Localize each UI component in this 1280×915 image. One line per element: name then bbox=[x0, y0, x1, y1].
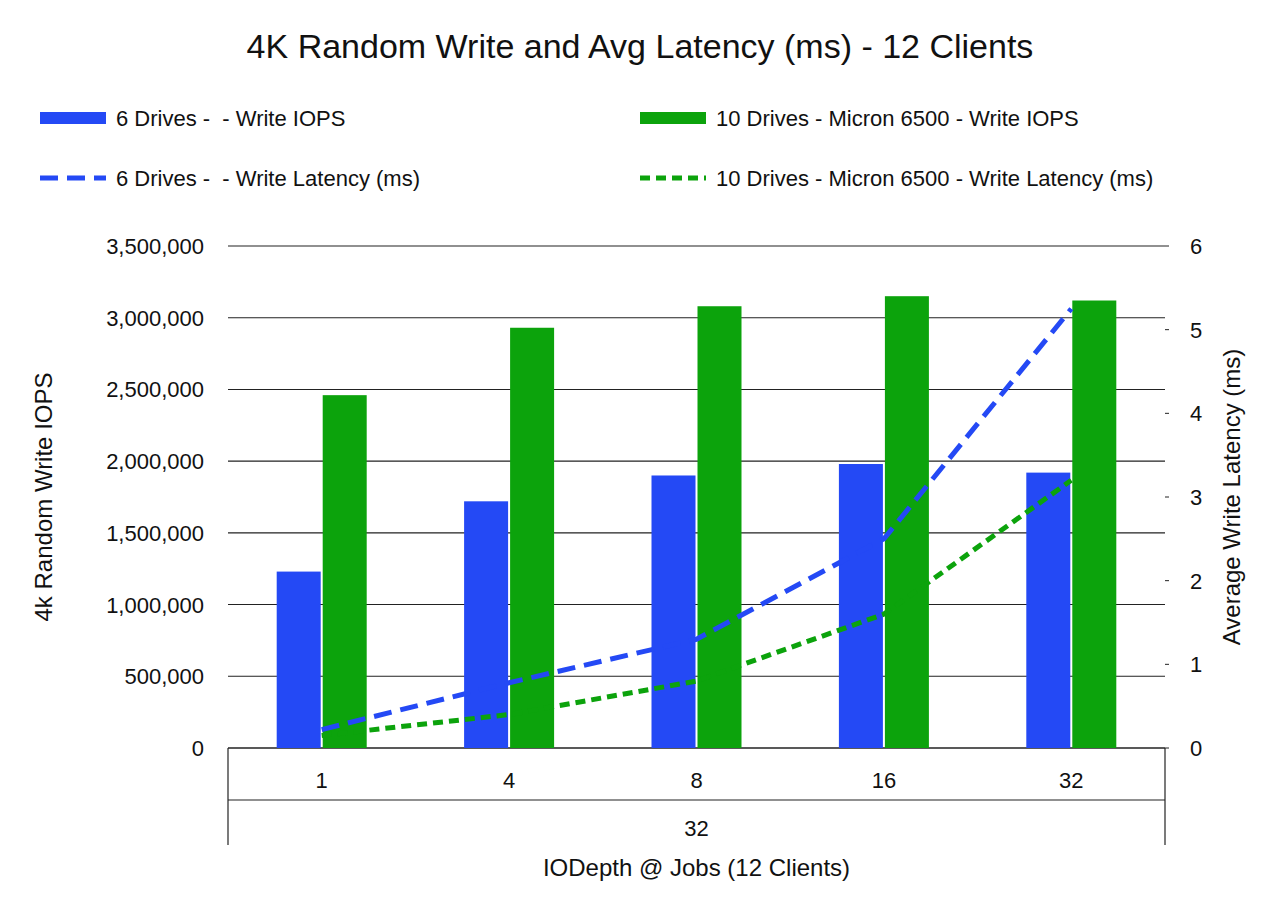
y2-tick bbox=[1165, 246, 1169, 247]
line bbox=[322, 480, 1072, 735]
x-axis-title: IODepth @ Jobs (12 Clients) bbox=[543, 854, 850, 881]
y2-tick bbox=[1165, 413, 1169, 414]
grid-line bbox=[228, 747, 1165, 749]
y-tick-label: 2,500,000 bbox=[106, 377, 204, 402]
y-tick-label: 3,000,000 bbox=[106, 306, 204, 331]
line bbox=[322, 309, 1072, 730]
legend-swatch bbox=[40, 176, 106, 181]
grid-line bbox=[228, 245, 1165, 246]
legend: 6 Drives - - Write IOPS 10 Drives - Micro… bbox=[40, 106, 1153, 191]
bar bbox=[698, 306, 742, 748]
category-frame bbox=[227, 748, 228, 845]
chart: 4K Random Write and Avg Latency (ms) - 1… bbox=[0, 0, 1280, 915]
grid-line bbox=[228, 604, 1165, 605]
y-tick-label: 0 bbox=[192, 736, 204, 761]
bar bbox=[464, 501, 508, 748]
y2-tick-label: 5 bbox=[1190, 318, 1202, 343]
grid-line bbox=[228, 389, 1165, 390]
x-tick-label: 32 bbox=[1059, 768, 1083, 793]
grid-line bbox=[228, 676, 1165, 677]
legend-label: 6 Drives - - Write Latency (ms) bbox=[116, 166, 420, 191]
y-tick-label: 1,500,000 bbox=[106, 521, 204, 546]
y2-tick-label: 4 bbox=[1190, 401, 1202, 426]
bar bbox=[1026, 473, 1070, 748]
y-tick-label: 1,000,000 bbox=[106, 593, 204, 618]
x-tick-label: 16 bbox=[872, 768, 896, 793]
bar bbox=[323, 395, 367, 748]
legend-label: 6 Drives - - Write IOPS bbox=[116, 106, 345, 131]
grid-line bbox=[228, 532, 1165, 533]
axes: 0 500,000 1,000,000 1,500,000 2,000,000 2,500… bbox=[106, 234, 1202, 845]
legend-swatch bbox=[640, 176, 706, 181]
y2-tick-label: 2 bbox=[1190, 569, 1202, 594]
y2-tick-label: 0 bbox=[1190, 736, 1202, 761]
y2-tick-label: 1 bbox=[1190, 652, 1202, 677]
category-frame bbox=[1164, 748, 1165, 845]
x-tick-label: 4 bbox=[503, 768, 515, 793]
legend-label: 10 Drives - Micron 6500 - Write IOPS bbox=[716, 106, 1079, 131]
plot-area bbox=[277, 296, 1117, 748]
y-axis-title: 4k Random Write IOPS bbox=[30, 373, 57, 622]
bar bbox=[510, 328, 554, 748]
bar bbox=[885, 296, 929, 748]
y2-tick bbox=[1165, 580, 1169, 581]
x-tick-label: 1 bbox=[316, 768, 328, 793]
x-tick-label: 8 bbox=[690, 768, 702, 793]
category-frame bbox=[228, 799, 1165, 800]
y2-tick-label: 3 bbox=[1190, 485, 1202, 510]
grid-line bbox=[228, 317, 1165, 318]
y2-axis-title: Average Write Latency (ms) bbox=[1218, 349, 1245, 646]
bar bbox=[1072, 301, 1116, 748]
legend-swatch bbox=[40, 112, 106, 124]
bar bbox=[277, 572, 321, 748]
y2-tick bbox=[1165, 497, 1169, 498]
legend-swatch bbox=[640, 112, 706, 124]
y2-tick bbox=[1165, 329, 1169, 330]
title: 4K Random Write and Avg Latency (ms) - 1… bbox=[247, 27, 1034, 65]
bar bbox=[652, 475, 696, 748]
y-tick-label: 2,000,000 bbox=[106, 449, 204, 474]
y2-tick-label: 6 bbox=[1190, 234, 1202, 259]
y-tick-label: 3,500,000 bbox=[106, 234, 204, 259]
category-group-label: 32 bbox=[684, 816, 708, 841]
legend-label: 10 Drives - Micron 6500 - Write Latency … bbox=[716, 166, 1153, 191]
y2-tick bbox=[1165, 664, 1169, 665]
y-tick-label: 500,000 bbox=[124, 664, 204, 689]
bar bbox=[839, 464, 883, 748]
grid-line bbox=[228, 461, 1165, 462]
